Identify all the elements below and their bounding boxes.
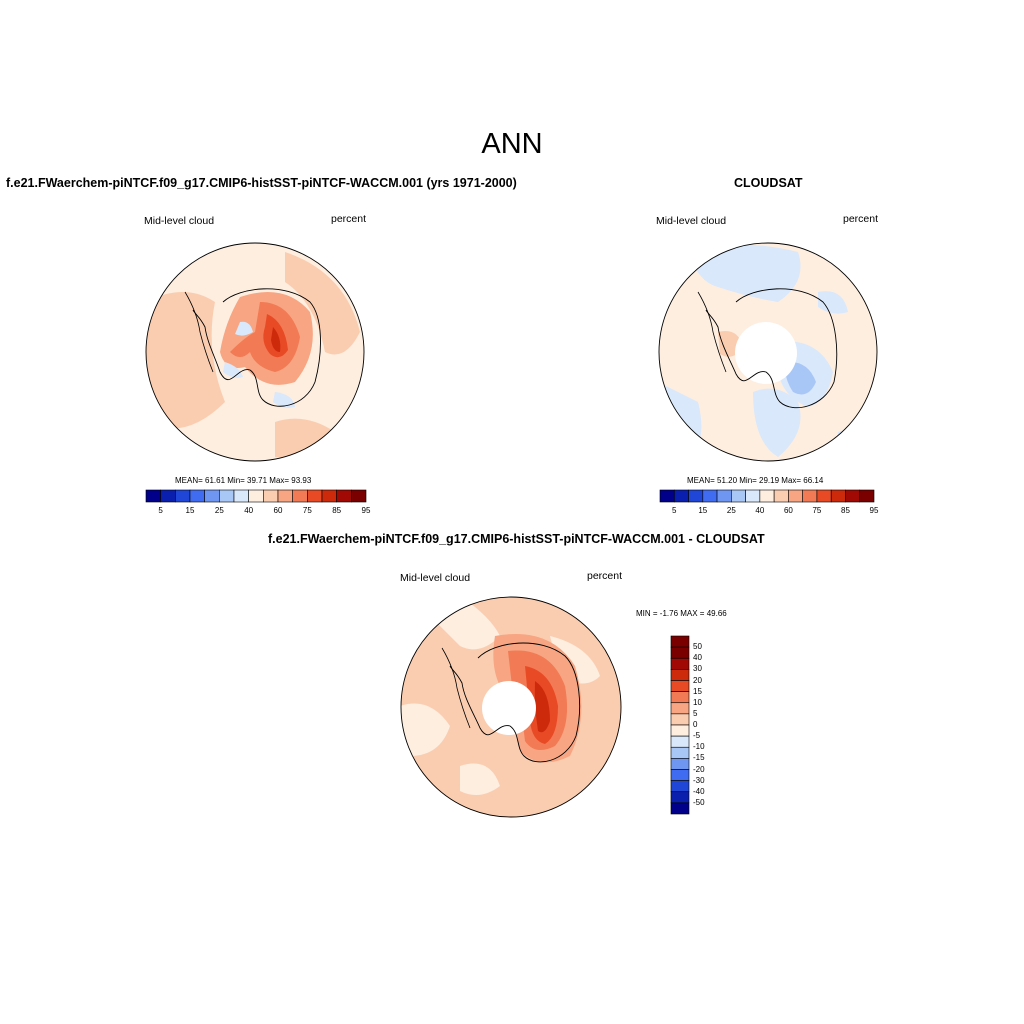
model-stats: MEAN= 61.61 Min= 39.71 Max= 93.93 — [175, 476, 312, 485]
diff-colorbar-tick-label: -10 — [693, 742, 705, 752]
model-variable-label: Mid-level cloud — [144, 215, 215, 227]
obs-colorbar-box — [802, 489, 818, 503]
obs-colorbar-tick-label: 15 — [698, 506, 708, 515]
diff-colorbar-box — [670, 746, 690, 759]
diff-colorbar-tick-label: 20 — [693, 675, 702, 685]
model-colorbar-box — [336, 489, 352, 503]
model-colorbar-box — [204, 489, 220, 503]
obs-colorbar-box — [773, 489, 789, 503]
model-panel-title: f.e21.FWaerchem-piNTCF.f09_g17.CMIP6-his… — [6, 176, 517, 190]
obs-colorbar-box — [859, 489, 875, 503]
diff-colorbar-box — [670, 769, 690, 781]
model-colorbar-box — [219, 489, 235, 503]
diff-minmax: MIN = -1.76 MAX = 49.66 — [636, 609, 727, 618]
obs-colorbar-box — [673, 489, 689, 503]
diff-panel-title: f.e21.FWaerchem-piNTCF.f09_g17.CMIP6-his… — [268, 532, 765, 546]
diff-colorbar-tick-label: 15 — [693, 686, 702, 696]
model-colorbar-tick-label: 95 — [361, 506, 371, 515]
model-polar-map — [145, 242, 365, 462]
diff-colorbar-box — [670, 735, 690, 748]
diff-units-label: percent — [587, 570, 623, 582]
model-colorbar — [145, 489, 367, 503]
obs-colorbar-tick-label: 95 — [869, 506, 879, 515]
model-colorbar-tick-label: 75 — [302, 506, 312, 515]
model-colorbar-box — [248, 489, 264, 503]
diff-colorbar-tick-label: 40 — [693, 653, 702, 663]
diff-colorbar-tick-label: 0 — [693, 720, 698, 729]
obs-stats: MEAN= 51.20 Min= 29.19 Max= 66.14 — [687, 476, 824, 485]
diff-colorbar-tick-label: 50 — [693, 642, 702, 652]
diff-colorbar-box — [670, 724, 690, 737]
model-colorbar-tick-label: 60 — [273, 506, 283, 515]
model-colorbar-box — [351, 489, 367, 503]
obs-colorbar-box — [702, 489, 718, 503]
obs-colorbar-tick-label: 40 — [755, 506, 765, 515]
diff-colorbar-box — [670, 758, 690, 770]
model-colorbar-tick-label: 40 — [244, 506, 254, 515]
obs-polar-map — [658, 242, 878, 462]
model-colorbar-box — [145, 489, 161, 503]
diff-polar-map — [400, 596, 622, 818]
model-colorbar-box — [263, 489, 279, 503]
diff-colorbar-tick-label: 5 — [693, 708, 698, 718]
obs-colorbar — [659, 489, 875, 503]
diff-colorbar-tick-label: -40 — [693, 786, 705, 796]
obs-colorbar-tick-label: 75 — [812, 506, 822, 515]
model-colorbar-labels: 5 15 25 40 60 75 85 95 — [146, 506, 370, 518]
diff-colorbar-labels: 50 40 30 20 15 10 5 0 -5 -10 -15 -20 -30 -40 -50 — [693, 636, 723, 814]
diff-colorbar-tick-label: 30 — [693, 664, 702, 674]
obs-colorbar-box — [759, 489, 775, 503]
obs-colorbar-tick-label: 60 — [783, 506, 793, 515]
model-units-label: percent — [331, 213, 367, 225]
model-colorbar-box — [277, 489, 293, 503]
model-colorbar-box — [292, 489, 308, 503]
diff-colorbar-box — [670, 669, 690, 681]
obs-colorbar-box — [845, 489, 861, 503]
diff-colorbar-tick-label: -5 — [693, 731, 701, 741]
diff-colorbar-box — [670, 691, 690, 704]
diff-colorbar-tick-label: 10 — [693, 697, 702, 707]
obs-colorbar-box — [816, 489, 832, 503]
obs-colorbar-box — [745, 489, 761, 503]
model-colorbar-box — [189, 489, 205, 503]
obs-colorbar-box — [788, 489, 803, 503]
model-colorbar-tick-label: 5 — [158, 506, 163, 515]
diff-colorbar-box — [670, 635, 690, 648]
obs-colorbar-tick-label: 25 — [726, 506, 736, 515]
diff-colorbar-box — [670, 780, 690, 793]
diff-colorbar-box — [670, 713, 690, 726]
obs-colorbar-labels: 5 15 25 40 60 75 85 95 — [660, 506, 878, 518]
diff-colorbar-box — [670, 680, 690, 692]
model-colorbar-box — [321, 489, 337, 503]
diff-colorbar-box — [670, 802, 690, 815]
model-colorbar-box — [307, 489, 323, 503]
diff-colorbar-tick-label: -20 — [693, 764, 705, 774]
diff-colorbar — [670, 635, 690, 815]
obs-colorbar-box — [688, 489, 704, 503]
diff-colorbar-tick-label: -15 — [693, 753, 705, 763]
obs-colorbar-box — [830, 489, 846, 503]
obs-units-label: percent — [843, 213, 879, 225]
diff-colorbar-box — [670, 657, 690, 670]
obs-colorbar-box — [716, 489, 732, 503]
obs-colorbar-box — [731, 489, 746, 503]
diff-colorbar-box — [670, 791, 690, 804]
diff-colorbar-tick-label: -50 — [693, 797, 705, 807]
diff-colorbar-box — [670, 646, 690, 659]
obs-colorbar-tick-label: 85 — [841, 506, 850, 515]
model-colorbar-box — [175, 489, 191, 503]
model-colorbar-box — [233, 489, 249, 503]
obs-colorbar-tick-label: 5 — [672, 506, 677, 515]
model-colorbar-tick-label: 85 — [332, 506, 342, 515]
model-colorbar-tick-label: 15 — [185, 506, 195, 515]
diff-colorbar-box — [670, 702, 690, 715]
obs-variable-label: Mid-level cloud — [656, 215, 727, 227]
model-colorbar-tick-label: 25 — [214, 506, 224, 515]
diff-variable-label: Mid-level cloud — [400, 572, 471, 584]
obs-colorbar-box — [659, 489, 675, 503]
obs-panel-title: CLOUDSAT — [734, 176, 803, 190]
figure-title: ANN — [481, 128, 543, 160]
model-colorbar-box — [160, 489, 176, 503]
diff-colorbar-tick-label: -30 — [693, 775, 705, 785]
